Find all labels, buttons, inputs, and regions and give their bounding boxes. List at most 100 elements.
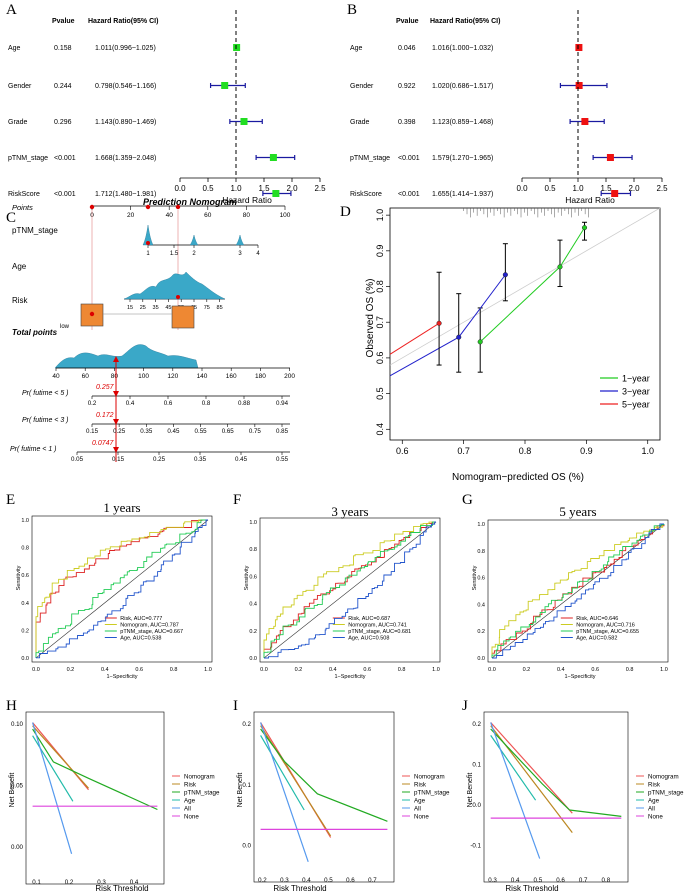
dca-xtick-label-0-0: 0.1 (32, 879, 41, 886)
dca-i-ylabel: Net Benefit (237, 773, 244, 808)
nomogram-prob-marker-2 (113, 447, 119, 453)
forest-b-tick-label-0: 0.0 (516, 184, 528, 193)
roc-ytick-label-2-5: 1.0 (477, 522, 485, 528)
panel-letter-g: G (462, 492, 473, 508)
roc-ytick-label-1-5: 1.0 (249, 520, 257, 526)
nomogram-age-density (123, 271, 226, 300)
roc-g-title: 5 years (559, 504, 596, 519)
nomogram-age-marker (176, 295, 180, 299)
dca-ytick-label-1-0: 0.0 (242, 843, 251, 850)
nomogram-prob-tick-label-1-7: 0.85 (276, 428, 289, 435)
roc-curve-1-Age (264, 521, 436, 659)
roc-xtick-label-0-3: 0.6 (135, 667, 143, 673)
forest-b-tick-label-2: 1.0 (572, 184, 584, 193)
roc-xtick-label-0-2: 0.4 (101, 667, 109, 673)
forest-b-tick-label-4: 2.0 (628, 184, 640, 193)
nomogram-ptnm-tick-label-1: 1.5 (170, 251, 179, 257)
dca-xtick-label-0-2: 0.3 (97, 879, 106, 886)
nomogram-row-label-5y: Pr( futime < 5 ) (22, 390, 68, 397)
calibration-line-2 (389, 322, 440, 355)
nomogram-ptnm-density-2 (189, 234, 199, 246)
dca-ytick-label-0-1: 0.05 (11, 783, 24, 790)
nomogram-prob-tick-label-0-3: 0.8 (202, 400, 211, 407)
calibration-ylabel: Observed OS (%) (365, 279, 376, 358)
nomogram-points-tick-label-5: 100 (280, 212, 291, 219)
dca-j-xlabel: Risk Threshold (505, 884, 558, 893)
dca-xtick-label-1-5: 0.7 (368, 877, 377, 884)
nomogram-risk-low: low (60, 324, 70, 330)
forest-a-pvalue-2: 0.296 (54, 119, 72, 126)
roc-ytick-label-0-1: 0.2 (21, 628, 29, 634)
roc-frame-2 (487, 519, 669, 663)
forest-b-hr-text-2: 1.123(0.859~1.468) (432, 119, 493, 126)
roc-ytick-label-0-0: 0.0 (21, 656, 29, 662)
forest-b-point-3 (606, 154, 614, 161)
roc-xtick-label-1-5: 1.0 (432, 667, 440, 673)
roc-f-ylabel: Sensitivity (244, 565, 250, 590)
roc-e-title: 1 years (103, 500, 140, 515)
nomogram-prob-tick-label-2-5: 0.55 (276, 456, 289, 463)
calibration-point-1-1 (502, 272, 508, 278)
calibration-legend-label-0: 1−year (622, 374, 650, 384)
dca-legend-label-2-3: Age (648, 798, 660, 805)
roc-e-xlabel: 1−Specificity (106, 674, 137, 680)
panel-letter-f: F (233, 492, 241, 508)
forest-a-name-1: Gender (8, 83, 32, 90)
forest-b-hr-text-0: 1.016(1.000~1.032) (432, 45, 493, 52)
dca-ytick-label-2-1: 0.0 (472, 802, 481, 809)
panel-letter-h: H (6, 698, 17, 714)
roc-xtick-label-1-1: 0.2 (295, 667, 303, 673)
dca-xtick-label-2-2: 0.5 (534, 877, 543, 884)
roc-legend-label-1-0: Risk, AUC=0.687 (348, 616, 390, 622)
forest-a-hr-text-2: 1.143(0.890~1.469) (95, 119, 156, 126)
nomogram-age-tick-label-1: 25 (140, 305, 146, 311)
nomogram-age-tick-label-3: 45 (165, 305, 171, 311)
nomogram-prob-tick-label-1-0: 0.15 (86, 428, 99, 435)
nomogram-prob-marker-0 (113, 391, 119, 397)
roc-ytick-label-0-5: 1.0 (21, 518, 29, 524)
forest-b-hr-text-4: 1.655(1.414~1.937) (432, 191, 493, 198)
forest-a-tick-label-0: 0.0 (174, 184, 186, 193)
roc-legend-label-1-2: pTNM_stage, AUC=0.681 (348, 629, 411, 635)
forest-a-tick-label-4: 2.0 (286, 184, 298, 193)
forest-a-hr-text-0: 1.011(0.996~1.025) (95, 45, 156, 52)
dca-frame-1 (253, 711, 395, 883)
dca-i-xlabel: Risk Threshold (273, 884, 326, 893)
nomogram-prob-tick-label-0-5: 0.94 (276, 400, 289, 407)
calibration-frame (389, 207, 661, 441)
dca-legend-label-1-0: Nomogram (414, 774, 445, 781)
dca-legend-label-1-5: None (414, 814, 429, 821)
nomogram-value-3y: 0.172 (96, 412, 114, 419)
calibration-xtick-label-3: 0.9 (580, 446, 593, 456)
forest-a-name-4: RiskScore (8, 191, 40, 198)
dca-ytick-label-0-0: 0.00 (11, 844, 24, 851)
panel-letter-c: C (6, 210, 16, 226)
nomogram-points-tick-label-4: 80 (243, 212, 251, 219)
dca-curve-1-4 (260, 722, 309, 862)
roc-curve-1-pTNM_stage (263, 521, 436, 658)
roc-ytick-label-1-3: 0.6 (249, 574, 257, 580)
nomogram-total-tick-label-6: 160 (226, 373, 237, 380)
forest-a-tick-label-3: 1.5 (258, 184, 270, 193)
nomogram-prob-tick-label-0-2: 0.6 (164, 400, 173, 407)
forest-a-point-4 (272, 190, 280, 197)
roc-ytick-label-1-2: 0.4 (249, 602, 257, 608)
nomogram-total-tick-label-1: 60 (82, 373, 90, 380)
dca-legend-label-2-1: Risk (648, 782, 661, 789)
calibration-point-1-0 (456, 334, 462, 340)
dca-xtick-label-1-2: 0.4 (302, 877, 311, 884)
dca-curve-1-1 (260, 725, 332, 837)
calibration-line-1 (389, 274, 506, 377)
dca-legend-label-0-2: pTNM_stage (184, 790, 220, 797)
nomogram-total-tick-label-4: 120 (167, 373, 178, 380)
roc-xtick-label-2-3: 0.6 (591, 667, 599, 673)
dca-ytick-label-2-2: 0.1 (472, 762, 481, 769)
calibration-xlabel: Nomogram−predicted OS (%) (452, 472, 584, 483)
forest-a-hr-text-4: 1.712(1.480~1.981) (95, 191, 156, 198)
roc-xtick-label-0-1: 0.2 (67, 667, 75, 673)
roc-xtick-label-0-0: 0.0 (32, 667, 40, 673)
nomogram-value-5y: 0.257 (96, 384, 115, 391)
dca-legend-label-2-4: All (648, 806, 655, 813)
forest-b-pvalue-4: <0.001 (398, 191, 420, 198)
dca-curve-2-3 (490, 735, 537, 801)
